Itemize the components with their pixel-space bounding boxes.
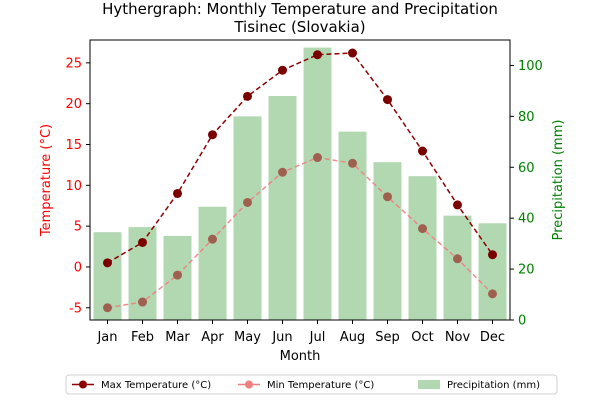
max-temp-point-oct [418, 146, 427, 156]
min-temp-point-jun [278, 167, 287, 177]
y-right-tick-label: 100 [518, 59, 543, 74]
legend-box [65, 374, 558, 395]
chart-title: Hythergraph: Monthly Temperature and Pre… [102, 0, 498, 18]
legend-label: Max Temperature (°C) [101, 380, 211, 391]
min-temp-point-sep [383, 192, 392, 202]
x-tick-label: Dec [480, 330, 505, 345]
x-tick-label: May [234, 330, 261, 345]
y-right-tick-label: 80 [518, 110, 535, 125]
x-tick-label: Nov [445, 330, 471, 345]
x-tick-label: Feb [131, 330, 154, 345]
min-temp-point-may [243, 197, 252, 207]
x-tick-label: Jul [309, 330, 326, 345]
y-right-tick-label: 60 [518, 161, 535, 176]
precipitation-bars [93, 47, 507, 321]
max-temp-point-feb [138, 237, 147, 247]
max-temperature-line [107, 52, 494, 264]
precip-bar-oct [408, 176, 437, 320]
x-tick-label: Mar [165, 330, 190, 345]
min-temp-point-oct [418, 224, 427, 234]
precip-bar-nov [443, 215, 472, 320]
precip-bar-dec [478, 223, 507, 320]
y-left-tick-label: 25 [65, 56, 82, 71]
min-temp-point-apr [208, 234, 217, 244]
max-temp-point-sep [383, 95, 392, 105]
min-temp-point-aug [348, 158, 357, 168]
precip-bar-jun [268, 96, 297, 320]
min-temp-point-mar [173, 270, 182, 280]
temperature-lines [103, 48, 497, 313]
y-right-tick-label: 0 [518, 314, 526, 329]
x-tick-label: Apr [201, 330, 224, 345]
y-axis-right: 0 20 40 60 80 100 [510, 59, 543, 329]
precip-bar-may [233, 116, 262, 320]
x-tick-label: Sep [375, 330, 400, 345]
legend-label: Precipitation (mm) [447, 380, 540, 391]
y-axis-left: -5 0 5 10 15 20 25 [65, 56, 90, 316]
chart-subtitle: Tisinec (Slovakia) [233, 18, 365, 36]
y-right-tick-label: 20 [518, 263, 535, 278]
precip-bar-apr [198, 206, 227, 320]
legend-bar-swatch [418, 380, 440, 389]
x-tick-label: Oct [411, 330, 433, 345]
max-temp-point-nov [453, 200, 462, 210]
max-temp-point-aug [348, 48, 357, 58]
precip-bar-sep [373, 162, 402, 320]
max-temp-point-may [243, 91, 252, 101]
max-temp-point-mar [173, 188, 182, 198]
y-right-tick-label: 40 [518, 212, 535, 227]
x-axis: Jan Feb Mar Apr May Jun Jul Aug Sep Oct Nov Dec [96, 320, 505, 345]
min-temp-point-jul [313, 153, 322, 163]
x-axis-label: Month [280, 349, 321, 364]
min-temp-point-dec [488, 289, 497, 299]
y-left-tick-label: -5 [69, 301, 82, 316]
legend: Max Temperature (°C) Min Temperature (°C)… [65, 374, 558, 395]
legend-label: Min Temperature (°C) [267, 380, 374, 391]
legend-marker-swatch [79, 380, 87, 389]
y-left-tick-label: 15 [65, 138, 82, 153]
min-temp-point-nov [453, 254, 462, 264]
precip-bar-jul [303, 47, 332, 321]
y-left-tick-label: 0 [74, 260, 82, 275]
y-axis-left-label: Temperature (°C) [39, 124, 54, 237]
legend-marker-swatch [245, 380, 253, 389]
y-left-tick-label: 10 [65, 179, 82, 194]
x-tick-label: Jan [96, 330, 117, 345]
y-axis-right-label: Precipitation (mm) [551, 120, 566, 241]
y-left-tick-label: 5 [74, 220, 82, 235]
max-temp-point-jan [103, 258, 112, 268]
max-temp-point-jun [278, 65, 287, 75]
min-temp-point-jan [103, 303, 112, 313]
x-tick-label: Aug [340, 330, 365, 345]
max-temp-point-dec [488, 250, 497, 260]
max-temp-point-jul [313, 50, 322, 60]
min-temperature-line [107, 156, 494, 309]
y-left-tick-label: 20 [65, 97, 82, 112]
min-temp-point-feb [138, 297, 147, 307]
x-tick-label: Jun [271, 330, 292, 345]
plot-frame [89, 39, 511, 321]
max-temp-point-apr [208, 130, 217, 140]
